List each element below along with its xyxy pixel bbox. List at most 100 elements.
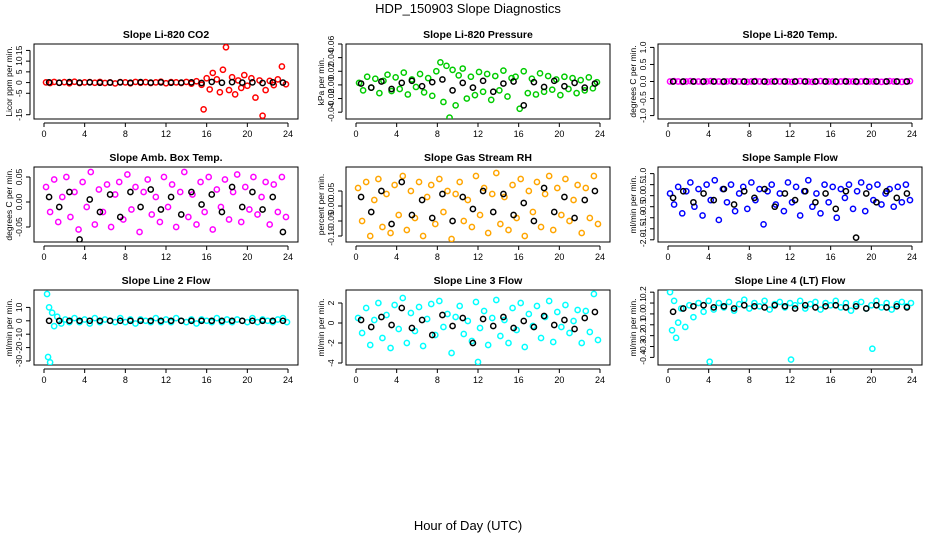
data-point xyxy=(666,78,674,85)
data-point xyxy=(586,328,594,336)
y-tick-label: 0.00 xyxy=(326,197,336,214)
data-point xyxy=(776,298,784,306)
data-point xyxy=(375,299,382,307)
data-point xyxy=(727,77,735,85)
hourly-point xyxy=(218,317,226,325)
panel-title: Slope Line 4 (LT) Flow xyxy=(735,275,846,287)
data-point xyxy=(537,334,545,342)
hourly-point xyxy=(903,304,911,311)
x-tick-label: 20 xyxy=(866,375,876,385)
hourly-point xyxy=(720,78,728,85)
y-tick-label: -0.2 xyxy=(638,328,648,343)
data-point xyxy=(464,317,472,325)
y-tick-label: -0.10 xyxy=(326,226,336,246)
data-point xyxy=(362,304,370,312)
hourly-point xyxy=(66,78,73,86)
hourly-point xyxy=(76,236,83,242)
data-point xyxy=(829,183,837,191)
data-point xyxy=(419,342,427,350)
data-point xyxy=(695,185,702,193)
hourly-point xyxy=(218,208,226,216)
data-point xyxy=(682,78,690,85)
data-point xyxy=(75,226,82,233)
data-point xyxy=(193,320,200,327)
hourly-point xyxy=(771,78,779,85)
y-axis-label: ml/min per min. xyxy=(628,175,638,233)
x-tick-label: 0 xyxy=(665,375,670,385)
hourly-point xyxy=(571,325,578,333)
data-point xyxy=(468,223,476,231)
data-point xyxy=(472,298,480,306)
data-point xyxy=(379,334,386,342)
data-point xyxy=(586,214,594,222)
data-point xyxy=(225,86,233,94)
x-tick-label: 0 xyxy=(665,129,670,139)
x-tick-label: 16 xyxy=(514,129,524,139)
hourly-point xyxy=(903,190,911,197)
data-point xyxy=(553,184,561,192)
hourly-point xyxy=(550,77,558,85)
data-point xyxy=(517,299,525,307)
data-point xyxy=(362,178,370,186)
data-point xyxy=(509,181,516,189)
data-point xyxy=(237,84,245,92)
hourly-point xyxy=(669,194,677,202)
data-point xyxy=(412,83,420,91)
data-point xyxy=(423,193,431,201)
x-tick-label: 16 xyxy=(202,375,212,385)
x-tick-label: 8 xyxy=(747,252,752,262)
data-point xyxy=(865,78,873,85)
data-point xyxy=(594,220,602,228)
data-point xyxy=(415,178,423,186)
hourly-point xyxy=(198,201,205,208)
data-point xyxy=(796,212,804,219)
hourly-point xyxy=(510,78,517,85)
chart-panel: Slope Amb. Box Temp. degrees C per min. 0 4… xyxy=(4,152,299,262)
data-points xyxy=(354,169,602,242)
data-point xyxy=(594,336,602,344)
data-point xyxy=(250,173,257,181)
x-axis-title: Hour of Day (UTC) xyxy=(413,518,523,533)
x-tick-label: 8 xyxy=(123,375,128,385)
data-point xyxy=(890,203,898,211)
data-point xyxy=(557,91,564,99)
data-point xyxy=(274,76,282,83)
x-tick-label: 4 xyxy=(82,252,87,262)
data-point xyxy=(809,78,816,86)
hourly-point xyxy=(510,324,517,332)
hourly-point xyxy=(137,203,144,211)
y-axis-label: ml/min per min. xyxy=(4,298,14,356)
data-point xyxy=(168,181,176,188)
y-tick-label: 0.1 xyxy=(638,297,648,309)
hourly-point xyxy=(55,203,63,211)
hourly-point xyxy=(761,185,768,193)
data-point xyxy=(115,178,123,186)
data-point xyxy=(686,301,693,309)
data-point xyxy=(354,184,362,192)
data-points xyxy=(43,290,291,365)
data-point xyxy=(258,193,265,201)
data-point xyxy=(562,301,569,309)
data-point xyxy=(416,70,424,78)
data-point xyxy=(407,187,415,195)
hourly-point xyxy=(740,301,748,309)
hourly-point xyxy=(177,79,185,86)
hourly-point xyxy=(822,190,829,197)
x-tick-label: 12 xyxy=(161,129,171,139)
y-tick-label: -1.5 xyxy=(638,221,648,236)
hourly-point xyxy=(428,78,436,86)
chart-panel: Slope Li-820 Temp. degrees C per min. 0 4 8 1… xyxy=(628,29,923,139)
hourly-point xyxy=(842,304,850,311)
data-point xyxy=(690,313,697,321)
hourly-point xyxy=(903,78,911,85)
data-point xyxy=(784,78,792,85)
data-point xyxy=(79,178,86,186)
data-point xyxy=(725,298,733,306)
data-point xyxy=(857,298,865,306)
data-point xyxy=(282,213,290,221)
y-tick-label: 1.0 xyxy=(638,167,648,179)
y-tick-label: -10 xyxy=(14,328,24,341)
data-point xyxy=(497,332,504,340)
data-point xyxy=(50,176,58,183)
hourly-point xyxy=(127,317,134,325)
